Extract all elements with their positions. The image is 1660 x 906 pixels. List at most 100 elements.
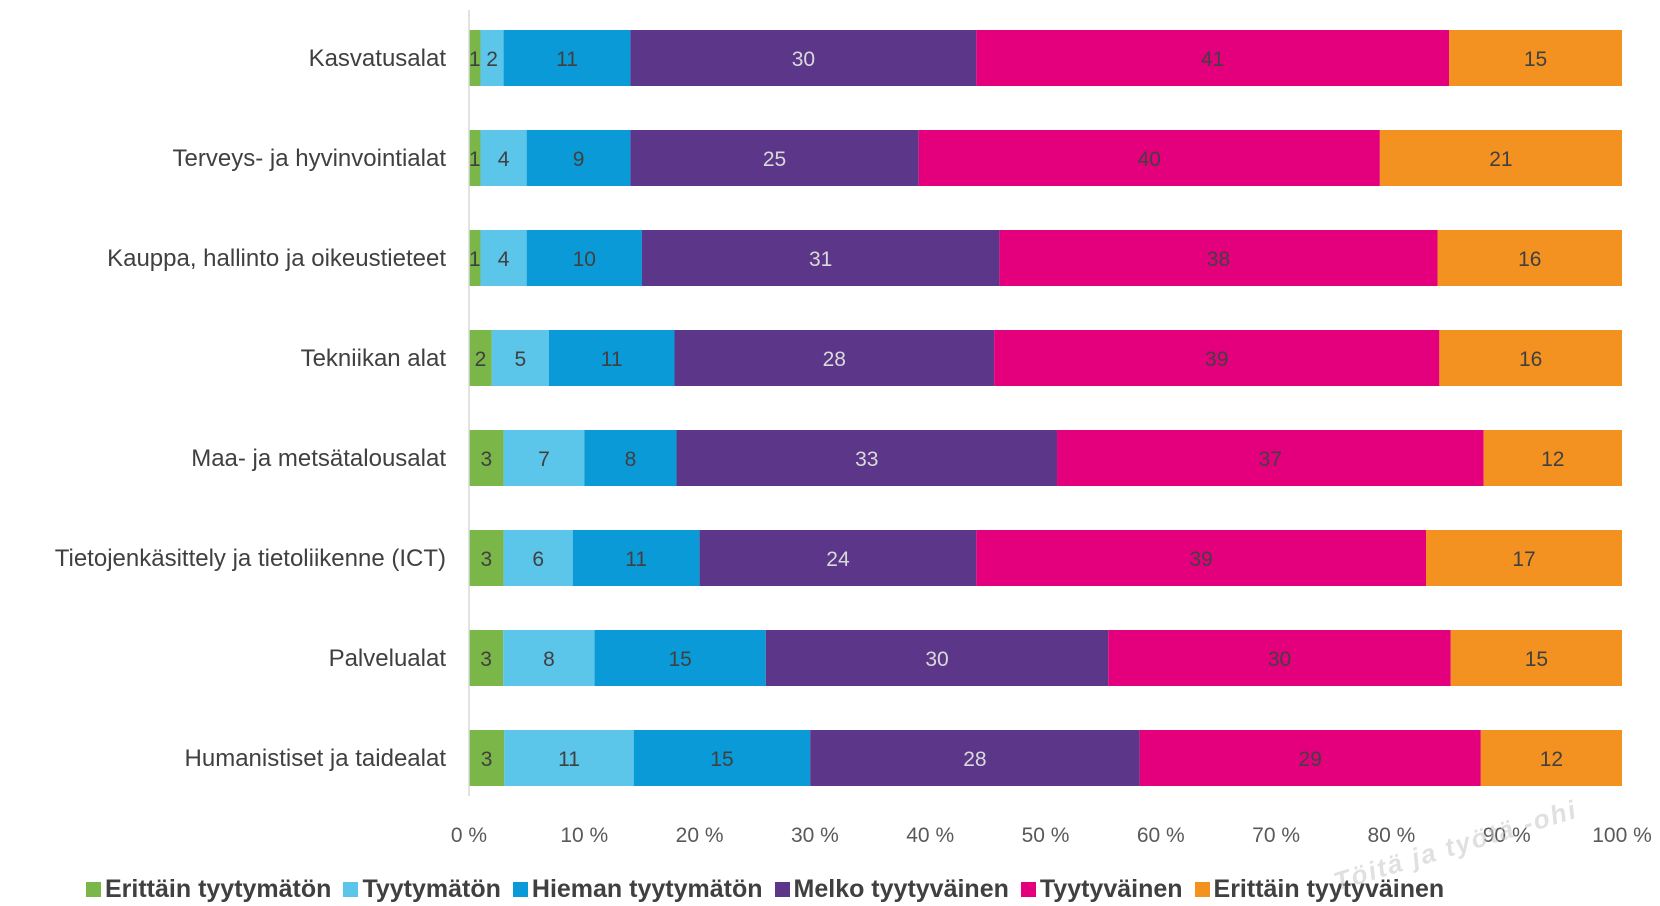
bar-segment: [999, 230, 1438, 286]
bars-group: 1 2 11 30 41 151 4 9 25 40 211 4 10 31 38 162 5 11 28 39 163…: [469, 30, 1622, 786]
bar-segment: [1439, 330, 1622, 386]
data-label: 29: [1299, 748, 1322, 771]
category-label: Maa- ja metsätalousalat: [191, 445, 446, 472]
bar-segment: [633, 730, 811, 786]
bar-segment: [1425, 530, 1622, 586]
x-tick-label: 90 %: [1483, 824, 1531, 847]
data-label: 11: [558, 748, 580, 771]
legend-label: Tyytymätön: [362, 874, 501, 903]
legend-swatch: [86, 881, 101, 897]
stacked-bar-chart: 1 2 11 30 41 151 4 9 25 40 211 4 10 31 38 162 5 11 28 39 163…: [55, 10, 1652, 847]
legend-label: Hieman tyytymätön: [531, 874, 763, 903]
bar-segment: [765, 630, 1109, 686]
data-label: 2: [475, 348, 487, 371]
legend-item: Tyytymätön: [343, 874, 501, 904]
legend-swatch: [774, 881, 790, 897]
data-label: 28: [963, 748, 986, 771]
x-tick-label: 70 %: [1252, 824, 1300, 847]
legend-swatch: [1194, 881, 1210, 897]
bar-segment: [918, 130, 1380, 186]
legend-item: Erittäin tyytyväinen: [1194, 874, 1445, 904]
data-label: 41: [1201, 48, 1224, 71]
legend-item: Tyytyväinen: [1020, 875, 1183, 904]
category-label: Humanistiset ja taidealat: [185, 745, 447, 772]
bar-segment: [480, 130, 527, 186]
bar-segment: [469, 330, 492, 386]
bar-segment: [503, 630, 595, 686]
bar-segment: [469, 630, 504, 686]
bar-segment: [976, 530, 1426, 586]
x-tick-label: 60 %: [1137, 824, 1185, 847]
x-tick-label: 20 %: [676, 824, 724, 847]
bar-segment: [469, 130, 481, 186]
bar-segment: [526, 130, 631, 186]
bar-segment: [469, 430, 504, 486]
data-label: 1: [469, 148, 481, 171]
data-label: 7: [538, 448, 550, 471]
category-label: Tietojenkäsittely ja tietoliikenne (ICT): [55, 545, 446, 572]
category-label: Palvelualat: [329, 645, 447, 672]
bar-segment: [504, 730, 634, 786]
data-label: 30: [1268, 648, 1291, 671]
data-label: 31: [809, 248, 832, 271]
data-label: 17: [1512, 548, 1535, 571]
data-label: 9: [573, 148, 585, 171]
x-tick-label: 30 %: [791, 824, 839, 847]
data-label: 8: [543, 648, 555, 671]
data-label: 25: [763, 148, 786, 171]
category-label: Terveys- ja hyvinvointialat: [173, 145, 447, 172]
bar-segment: [469, 30, 481, 86]
bar-segment: [1057, 430, 1484, 486]
category-label: Kasvatusalat: [309, 45, 447, 72]
x-tick-label: 80 %: [1367, 824, 1415, 847]
legend-swatch: [1020, 881, 1036, 897]
data-label: 1: [469, 248, 481, 271]
data-label: 11: [601, 348, 623, 371]
bar-segment: [503, 530, 573, 586]
x-tick-label: 50 %: [1022, 824, 1070, 847]
bar-segment: [469, 530, 504, 586]
data-label: 16: [1518, 248, 1541, 271]
bar-segment: [976, 30, 1450, 86]
bar-segment: [1483, 430, 1622, 486]
data-label: 39: [1205, 348, 1228, 371]
bar-segment: [491, 330, 549, 386]
data-label: 3: [481, 748, 493, 771]
data-label: 12: [1540, 748, 1563, 771]
bar-segment: [584, 430, 677, 486]
bar-segment: [810, 730, 1140, 786]
bar-segment: [503, 30, 631, 86]
data-label: 38: [1207, 248, 1230, 271]
x-tick-label: 40 %: [906, 824, 954, 847]
legend: Erittäin tyytymätön Tyytymätön Hieman tyyt…: [86, 872, 1456, 906]
data-label: 3: [480, 448, 492, 471]
data-label: 15: [710, 748, 733, 771]
data-label: 30: [925, 648, 948, 671]
data-label: 3: [480, 548, 492, 571]
legend-swatch: [343, 881, 359, 897]
legend-label: Erittäin tyytyväinen: [1213, 874, 1445, 903]
legend-label: Melko tyytyväinen: [793, 874, 1009, 903]
data-label: 28: [823, 348, 846, 371]
category-label: Tekniikan alat: [301, 345, 447, 372]
bar-segment: [469, 730, 505, 786]
bar-segment: [1437, 230, 1622, 286]
legend-item: Hieman tyytymätön: [512, 874, 763, 904]
bar-segment: [1449, 30, 1622, 86]
bar-segment: [676, 430, 1058, 486]
legend-item: Erittäin tyytymätön: [86, 875, 331, 904]
category-label: Kauppa, hallinto ja oikeustieteet: [107, 245, 446, 272]
data-label: 15: [669, 648, 692, 671]
legend-item: Melko tyytyväinen: [774, 874, 1009, 904]
data-label: 39: [1189, 548, 1212, 571]
legend-swatch: [512, 881, 528, 897]
data-label: 6: [532, 548, 544, 571]
legend-label: Erittäin tyytymätön: [105, 874, 332, 903]
data-label: 1: [469, 48, 481, 71]
bar-segment: [1480, 730, 1622, 786]
x-tick-label: 10 %: [560, 824, 608, 847]
data-label: 37: [1259, 448, 1282, 471]
bar-segment: [630, 30, 977, 86]
category-labels: Kasvatusalat Terveys- ja hyvinvointialat K…: [55, 45, 447, 772]
data-label: 5: [515, 348, 527, 371]
